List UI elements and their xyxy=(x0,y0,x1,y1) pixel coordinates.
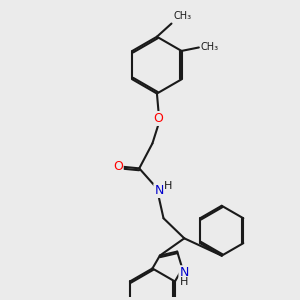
Text: H: H xyxy=(180,277,188,287)
Text: N: N xyxy=(179,266,189,279)
Text: CH₃: CH₃ xyxy=(201,43,219,52)
Text: H: H xyxy=(164,181,172,191)
Text: O: O xyxy=(154,112,164,125)
Text: O: O xyxy=(113,160,123,173)
Text: CH₃: CH₃ xyxy=(173,11,191,21)
Text: N: N xyxy=(154,184,164,197)
